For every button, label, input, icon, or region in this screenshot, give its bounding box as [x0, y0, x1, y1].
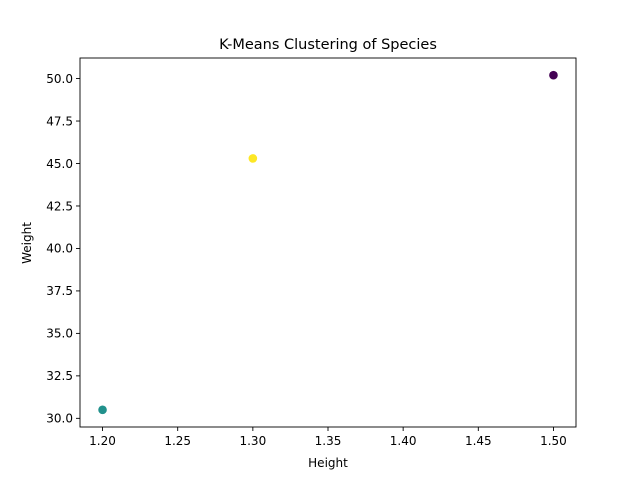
- x-tick-label: 1.45: [465, 434, 492, 448]
- x-tick-label: 1.40: [390, 434, 417, 448]
- data-point-2: [98, 405, 107, 415]
- y-axis-ticks: 30.0 32.5 35.0 37.5 40.0 42.5 45.0 47.5 50.0: [46, 72, 80, 426]
- x-tick-label: 1.20: [89, 434, 116, 448]
- y-tick-label: 32.5: [46, 369, 73, 383]
- y-tick-label: 30.0: [46, 412, 73, 426]
- x-tick-label: 1.35: [315, 434, 342, 448]
- plot-area-frame: [79, 57, 577, 428]
- y-axis-label: Weight: [20, 222, 34, 264]
- x-tick-label: 1.50: [540, 434, 567, 448]
- y-tick-label: 42.5: [46, 199, 73, 213]
- y-tick-label: 40.0: [46, 242, 73, 256]
- x-axis-label: Height: [308, 456, 348, 470]
- y-tick-label: 45.0: [46, 157, 73, 171]
- x-tick-label: 1.30: [239, 434, 266, 448]
- y-tick-label: 50.0: [46, 72, 73, 86]
- data-point-1: [248, 154, 258, 163]
- x-axis-ticks: 1.20 1.25 1.30 1.35 1.40 1.45 1.50: [89, 427, 567, 448]
- y-tick-label: 47.5: [46, 114, 73, 128]
- y-tick-label: 37.5: [46, 284, 73, 298]
- data-point-0: [549, 70, 558, 80]
- y-tick-label: 35.0: [46, 327, 73, 341]
- chart-title: K-Means Clustering of Species: [219, 37, 437, 53]
- points-layer: [98, 70, 558, 415]
- x-tick-label: 1.25: [164, 434, 191, 448]
